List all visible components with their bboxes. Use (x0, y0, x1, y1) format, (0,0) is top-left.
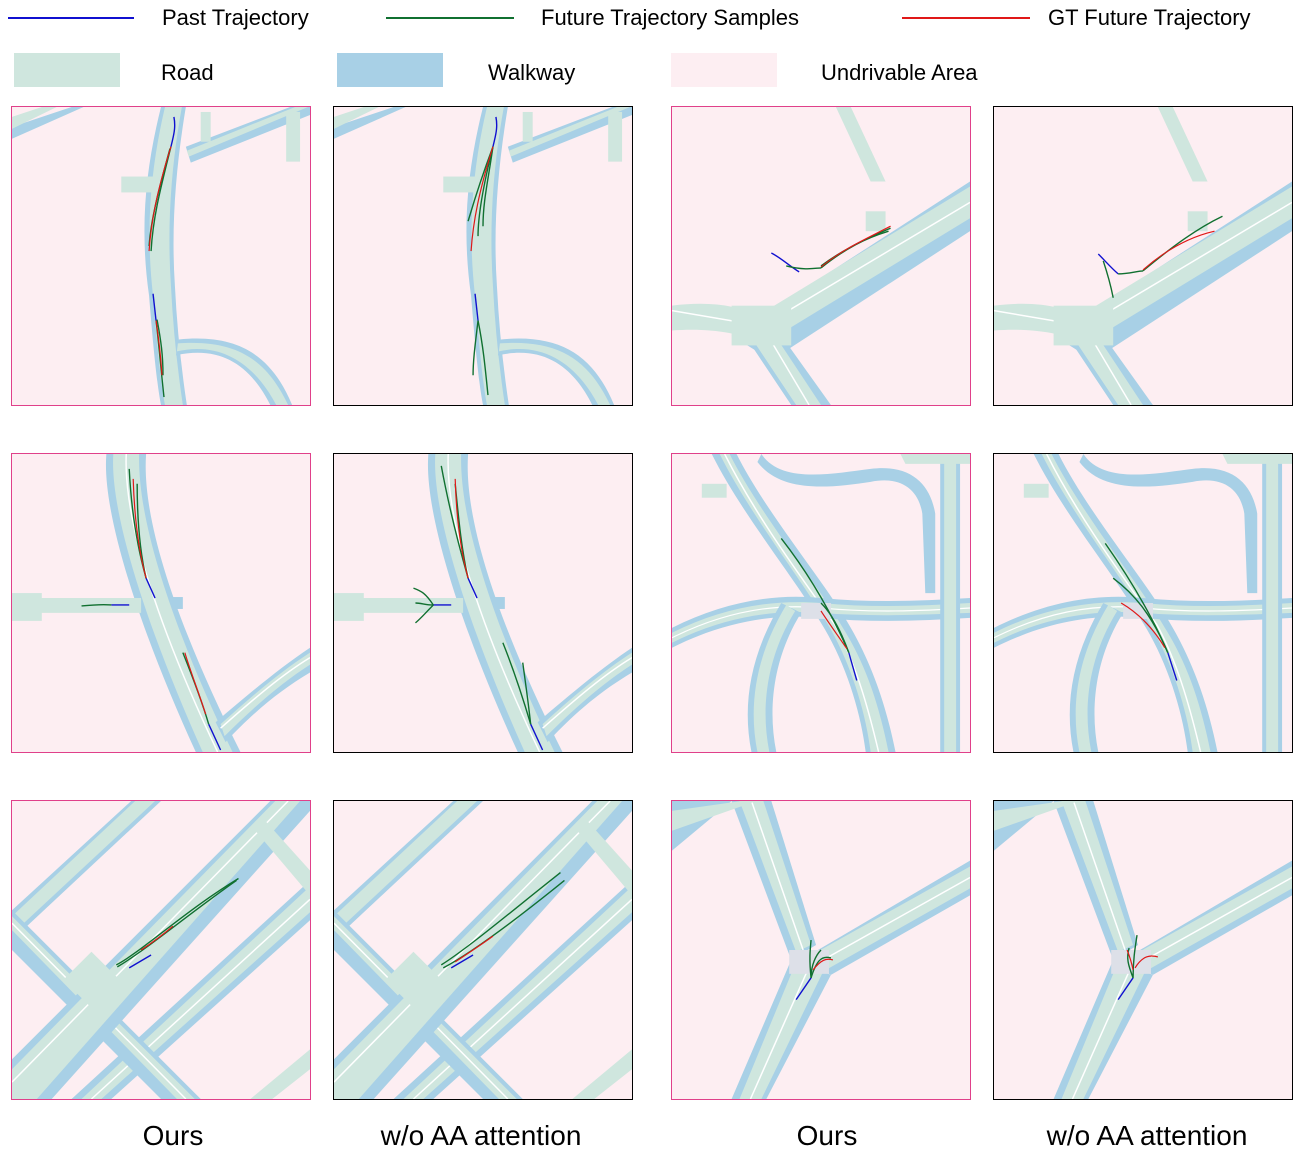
gt-trajectory (1142, 230, 1215, 271)
past-trajectory (771, 252, 800, 273)
walkway-legend-label: Walkway (488, 60, 576, 85)
future-trajectory-legend-label: Future Trajectory Samples (541, 5, 799, 30)
past-trajectory-legend-label: Past Trajectory (162, 5, 309, 30)
panel-row2-baseline-right (993, 453, 1293, 753)
panel-row3-ours-right (671, 800, 971, 1100)
walkway-legend-swatch (337, 53, 443, 87)
caption-ours-left: Ours (142, 1120, 204, 1151)
future-sample (810, 949, 822, 978)
gt-trajectory (812, 958, 834, 971)
road-legend-label: Road (161, 60, 214, 85)
past-trajectory (474, 293, 479, 321)
past-trajectory (128, 954, 152, 969)
gt-trajectory-legend-line (902, 17, 1030, 19)
future-sample (150, 146, 172, 252)
future-sample (502, 642, 532, 725)
undrivable-legend-label: Undrivable Area (821, 60, 978, 85)
future-sample (477, 146, 494, 237)
past-trajectory (1117, 977, 1134, 1001)
future-sample (440, 871, 561, 966)
gt-trajectory (140, 925, 174, 951)
future-sample (522, 662, 532, 725)
past-trajectory (1097, 253, 1119, 275)
past-trajectory-legend-line (8, 17, 134, 19)
gt-trajectory (148, 146, 172, 252)
gt-trajectory (155, 320, 163, 376)
future-sample (482, 146, 494, 227)
future-sample (415, 604, 434, 624)
past-trajectory (450, 954, 474, 969)
future-sample (442, 879, 565, 969)
past-trajectory (152, 293, 157, 321)
panel-row1-baseline-left (333, 106, 633, 406)
future-trajectory-legend-line (386, 17, 514, 19)
panel-row2-baseline-left (333, 453, 633, 753)
caption-ours-right: Ours (796, 1120, 858, 1151)
past-trajectory (145, 577, 156, 599)
gt-trajectory (1120, 602, 1166, 649)
past-trajectory (530, 723, 544, 751)
panel-row2-ours-left (11, 453, 311, 753)
future-sample (477, 320, 489, 396)
future-sample (786, 265, 822, 270)
gt-trajectory (184, 652, 207, 715)
future-sample (467, 146, 494, 222)
undrivable-legend-swatch (671, 53, 777, 87)
caption-baseline-right: w/o AA attention (1046, 1120, 1248, 1151)
future-sample (1112, 577, 1169, 653)
past-trajectory (1167, 652, 1178, 681)
panel-row1-baseline-right (993, 106, 1293, 406)
gt-trajectory (1134, 955, 1159, 969)
past-trajectory (795, 977, 812, 1001)
panel-row3-baseline-right (993, 800, 1293, 1100)
gt-trajectory-legend-label: GT Future Trajectory (1048, 5, 1251, 30)
caption-baseline-left: w/o AA attention (380, 1120, 582, 1151)
panel-row2-ours-right (671, 453, 971, 753)
future-sample (115, 877, 239, 966)
future-sample (81, 603, 112, 607)
future-sample (1127, 947, 1134, 979)
road-legend-swatch (14, 53, 120, 87)
future-sample (1132, 934, 1138, 978)
future-sample (820, 602, 850, 653)
future-sample (1118, 270, 1144, 275)
future-sample (116, 879, 237, 968)
gt-trajectory (132, 478, 147, 579)
past-trajectory (848, 652, 858, 681)
past-trajectory (467, 577, 478, 599)
panel-row1-ours-left (11, 106, 311, 406)
future-sample (472, 320, 479, 376)
panel-row1-ours-right (671, 106, 971, 406)
past-trajectory (492, 116, 498, 147)
future-sample (1142, 215, 1223, 272)
past-trajectory (208, 723, 222, 751)
future-sample (1102, 260, 1114, 298)
gt-trajectory (454, 478, 469, 579)
future-sample (413, 587, 434, 606)
gt-trajectory (454, 935, 494, 963)
panel-row3-ours-left (11, 800, 311, 1100)
gt-trajectory (820, 225, 891, 268)
gt-trajectory (470, 146, 494, 252)
future-sample (415, 602, 434, 606)
panel-row3-baseline-left (333, 800, 633, 1100)
past-trajectory (170, 116, 176, 147)
future-sample (810, 956, 832, 979)
gt-trajectory (820, 610, 848, 650)
future-sample (156, 319, 164, 376)
gt-trajectory (1126, 949, 1134, 970)
